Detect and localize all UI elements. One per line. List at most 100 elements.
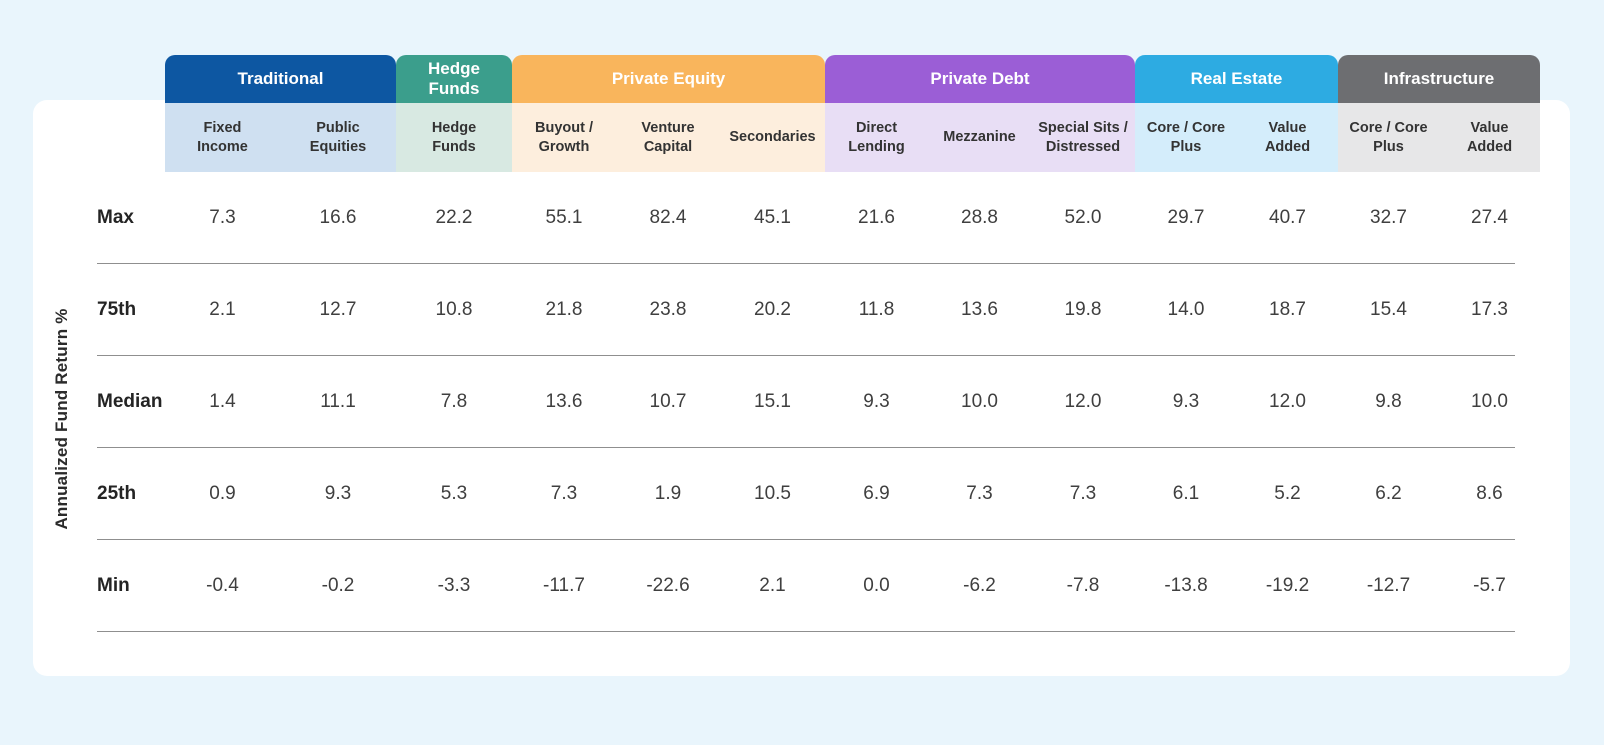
cell-value: 40.7 xyxy=(1269,207,1306,228)
group-header-real-estate: Real Estate xyxy=(1135,55,1338,103)
cell-value: 6.9 xyxy=(863,483,890,504)
cell-value: 21.6 xyxy=(858,207,895,228)
cell-value: -0.4 xyxy=(206,575,239,596)
cell-value: 9.3 xyxy=(863,391,890,412)
cell-value: 12.0 xyxy=(1064,391,1102,412)
row-label-75th: 75th xyxy=(97,299,137,320)
band-row-spacer xyxy=(97,55,165,103)
row-label-median: Median xyxy=(97,391,163,412)
cell-value: 12.0 xyxy=(1269,391,1306,412)
cell-value: -0.2 xyxy=(321,575,355,596)
column-header-private-debt-3: Special Sits / Distressed xyxy=(1031,103,1135,172)
cell-value: 5.2 xyxy=(1274,483,1301,504)
cell-value: -5.7 xyxy=(1473,575,1506,596)
cell-value: 23.8 xyxy=(649,299,687,320)
cell-value: 10.5 xyxy=(754,483,791,504)
column-header-infrastructure-2: Value Added xyxy=(1439,103,1540,172)
cell-value: 21.8 xyxy=(545,299,583,320)
cell-value: 52.0 xyxy=(1064,207,1102,228)
column-header-real-estate-2: Value Added xyxy=(1237,103,1338,172)
cell-value: 10.7 xyxy=(649,391,687,412)
cell-value: 0.0 xyxy=(863,575,890,596)
row-label-25th: 25th xyxy=(97,483,137,504)
cell-value: 15.1 xyxy=(754,391,791,412)
table-row-max: Max 7.3 16.6 22.2 55.1 82.4 45.1 21.6 28.8 52.0 29… xyxy=(97,172,1540,264)
group-header-hedge-funds: Hedge Funds xyxy=(396,55,512,103)
cell-value: 15.4 xyxy=(1370,299,1407,320)
cell-value: 13.6 xyxy=(961,299,998,320)
cell-value: 7.8 xyxy=(440,391,468,412)
cell-value: 10.0 xyxy=(961,391,998,412)
column-header-infrastructure-1: Core / Core Plus xyxy=(1338,103,1439,172)
cell-value: 28.8 xyxy=(961,207,998,228)
cell-value: 7.3 xyxy=(966,483,993,504)
table-row-25th: 25th 0.9 9.3 5.3 7.3 1.9 10.5 6.9 7.3 7.3 6.1 5.2 6.… xyxy=(97,448,1540,540)
cell-value: 13.6 xyxy=(545,391,583,412)
column-header-traditional-2: Public Equities xyxy=(280,103,396,172)
cell-value: -7.8 xyxy=(1066,575,1100,596)
y-axis-label: Annualized Fund Return % xyxy=(52,308,71,530)
cell-value: 7.3 xyxy=(1069,483,1097,504)
row-label-min: Min xyxy=(97,575,130,596)
column-header-real-estate-1: Core / Core Plus xyxy=(1135,103,1237,172)
table-row-median: Median 1.4 11.1 7.8 13.6 10.7 15.1 9.3 10.0 12.0 9… xyxy=(97,356,1540,448)
row-label-max: Max xyxy=(97,207,134,228)
cell-value: 6.2 xyxy=(1375,483,1402,504)
cell-value: 12.7 xyxy=(319,299,357,320)
cell-value: -12.7 xyxy=(1366,575,1411,596)
group-header-private-equity: Private Equity xyxy=(512,55,825,103)
column-header-private-debt-2: Mezzanine xyxy=(928,103,1031,172)
cell-value: 8.6 xyxy=(1476,483,1503,504)
cell-value: 29.7 xyxy=(1167,207,1205,228)
column-header-private-debt-1: Direct Lending xyxy=(825,103,928,172)
cell-value: 82.4 xyxy=(649,207,687,228)
cell-value: 14.0 xyxy=(1167,299,1205,320)
cell-value: 2.1 xyxy=(759,575,786,596)
column-header-private-equity-3: Secondaries xyxy=(720,103,825,172)
group-header-traditional: Traditional xyxy=(165,55,396,103)
cell-value: -3.3 xyxy=(437,575,471,596)
cell-value: 5.3 xyxy=(440,483,468,504)
cell-value: 1.4 xyxy=(209,391,236,412)
group-header-infrastructure: Infrastructure xyxy=(1338,55,1540,103)
cell-value: 11.8 xyxy=(858,299,895,320)
cell-value: 7.3 xyxy=(550,483,578,504)
cell-value: 55.1 xyxy=(545,207,583,228)
cell-value: 2.1 xyxy=(209,299,236,320)
table-card xyxy=(33,100,1570,676)
column-header-private-equity-2: Venture Capital xyxy=(616,103,720,172)
column-header-row: Fixed Income Public Equities Hedge Funds Bu… xyxy=(97,103,1540,172)
cell-value: 19.8 xyxy=(1064,299,1102,320)
cell-value: -22.6 xyxy=(646,575,690,596)
cell-value: 10.8 xyxy=(435,299,473,320)
column-header-traditional-1: Fixed Income xyxy=(165,103,280,172)
cell-value: 27.4 xyxy=(1471,207,1508,228)
cell-value: -13.8 xyxy=(1164,575,1208,596)
cell-value: 9.3 xyxy=(1172,391,1200,412)
column-header-hedge-funds-1: Hedge Funds xyxy=(396,103,512,172)
cell-value: 22.2 xyxy=(435,207,473,228)
table-row-75th: 75th 2.1 12.7 10.8 21.8 23.8 20.2 11.8 13.6 19.8 1… xyxy=(97,264,1540,356)
cell-value: 0.9 xyxy=(209,483,236,504)
cell-value: -6.2 xyxy=(963,575,996,596)
sub-row-spacer xyxy=(97,103,165,172)
column-header-private-equity-1: Buyout / Growth xyxy=(512,103,616,172)
group-header-row: Traditional Hedge Funds Private Equity Priv… xyxy=(97,55,1540,103)
cell-value: 10.0 xyxy=(1471,391,1508,412)
group-header-private-debt: Private Debt xyxy=(825,55,1135,103)
cell-value: 20.2 xyxy=(754,299,791,320)
cell-value: 6.1 xyxy=(1172,483,1200,504)
cell-value: 18.7 xyxy=(1269,299,1306,320)
cell-value: -11.7 xyxy=(543,575,585,596)
cell-value: 9.3 xyxy=(324,483,352,504)
cell-value: -19.2 xyxy=(1265,575,1310,596)
returns-table: Traditional Hedge Funds Private Equity Priv… xyxy=(97,55,1540,632)
cell-value: 9.8 xyxy=(1375,391,1402,412)
cell-value: 16.6 xyxy=(319,207,357,228)
cell-value: 7.3 xyxy=(209,207,236,228)
cell-value: 32.7 xyxy=(1370,207,1407,228)
cell-value: 17.3 xyxy=(1471,299,1508,320)
cell-value: 45.1 xyxy=(754,207,791,228)
cell-value: 1.9 xyxy=(654,483,682,504)
